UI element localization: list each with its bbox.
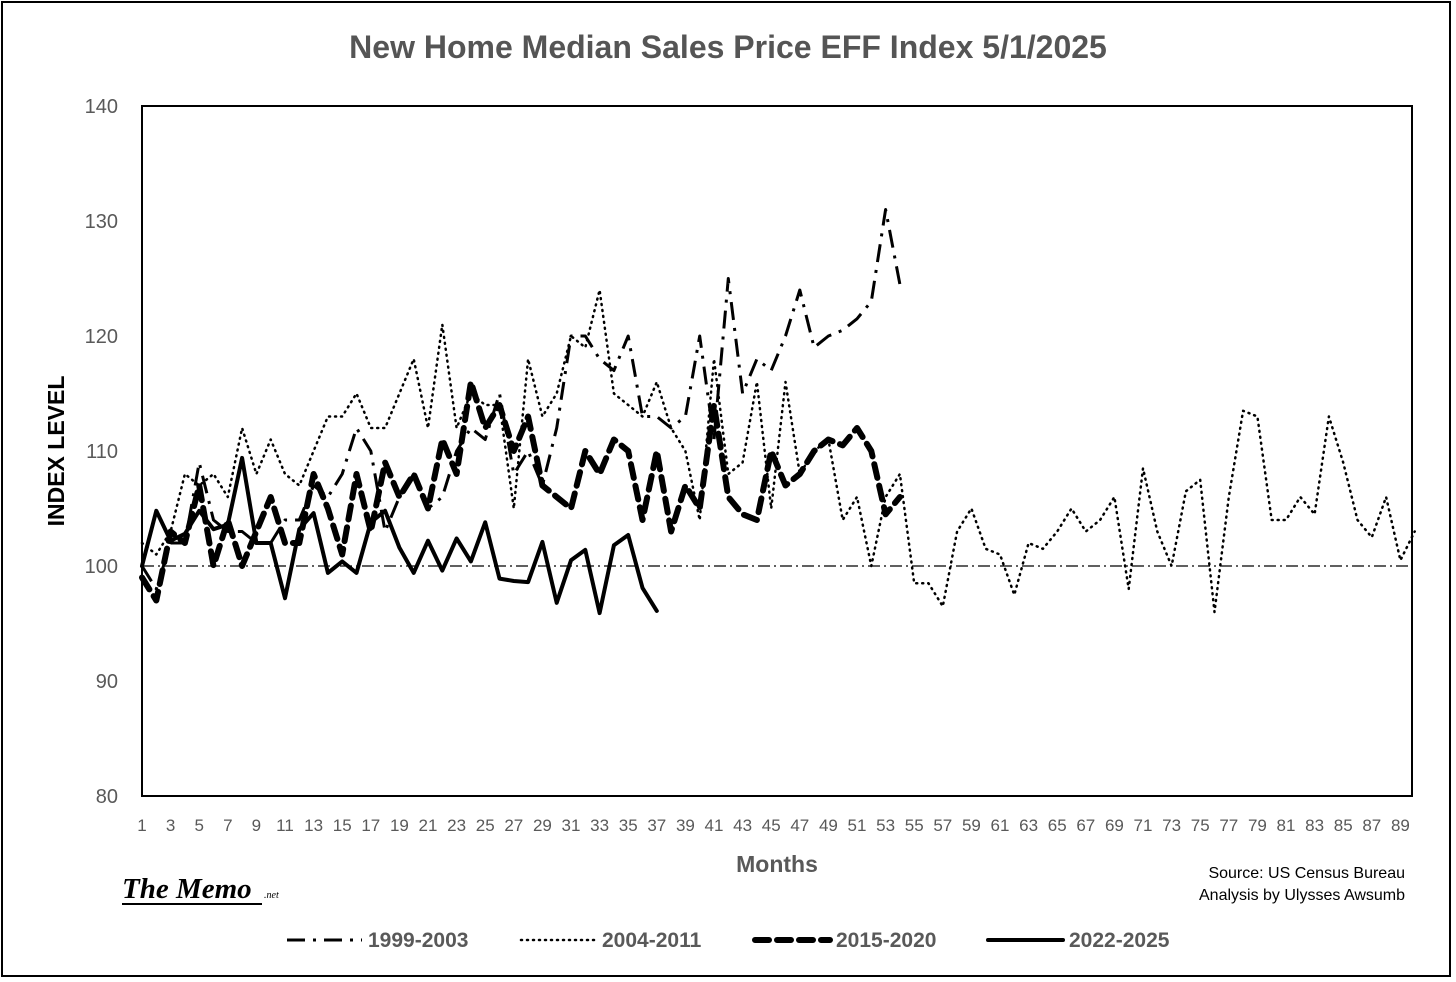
x-tick-label: 27: [504, 816, 523, 835]
x-tick-label: 3: [166, 816, 175, 835]
series-line-1: [140, 208, 902, 591]
x-tick-label: 35: [619, 816, 638, 835]
y-tick-label: 140: [85, 96, 118, 118]
x-tick-label: 83: [1305, 816, 1324, 835]
series-line-3: [139, 379, 903, 604]
x-tick-label: 5: [194, 816, 203, 835]
x-tick-label: 29: [533, 816, 552, 835]
x-tick-label: 71: [1134, 816, 1153, 835]
source-note: Source: US Census Bureau: [1208, 865, 1405, 882]
x-tick-label: 15: [333, 816, 352, 835]
y-axis-ticks: 80 90 100 110 120 130 140: [85, 96, 118, 808]
x-tick-label: 73: [1162, 816, 1181, 835]
chart-title: New Home Median Sales Price EFF Index 5/…: [349, 29, 1107, 65]
legend-label: 2004-2011: [602, 929, 702, 952]
legend-label: 2022-2025: [1069, 929, 1170, 952]
x-axis-title: Months: [736, 851, 818, 877]
y-tick-label: 80: [96, 786, 118, 808]
y-tick-label: 100: [85, 556, 118, 578]
x-tick-label: 53: [876, 816, 895, 835]
x-tick-label: 87: [1362, 816, 1381, 835]
x-tick-label: 67: [1076, 816, 1095, 835]
x-tick-label: 69: [1105, 816, 1124, 835]
x-tick-label: 37: [647, 816, 666, 835]
x-tick-label: 79: [1248, 816, 1267, 835]
legend-label: 2015-2020: [836, 929, 936, 952]
x-tick-label: 11: [276, 816, 294, 835]
logo-text: The Memo: [122, 873, 252, 905]
series-line-4: [140, 455, 659, 616]
x-tick-label: 23: [447, 816, 466, 835]
x-tick-label: 25: [476, 816, 495, 835]
x-tick-label: 57: [933, 816, 952, 835]
x-tick-label: 21: [419, 816, 438, 835]
y-tick-label: 110: [86, 441, 118, 463]
series-group: [139, 208, 1416, 616]
x-tick-label: 85: [1334, 816, 1353, 835]
x-tick-label: 81: [1277, 816, 1296, 835]
x-tick-label: 45: [762, 816, 781, 835]
x-tick-label: 49: [819, 816, 838, 835]
x-tick-label: 7: [223, 816, 232, 835]
x-tick-label: 55: [905, 816, 924, 835]
y-tick-label: 90: [96, 671, 118, 693]
y-axis-title: INDEX LEVEL: [43, 376, 69, 527]
legend: 1999-2003 2004-2011 2015-2020 2022-2025: [287, 929, 1170, 952]
x-tick-label: 75: [1191, 816, 1210, 835]
x-tick-label: 43: [733, 816, 752, 835]
memo-logo: The Memo .net: [122, 873, 279, 905]
x-tick-label: 59: [962, 816, 981, 835]
x-tick-label: 65: [1048, 816, 1067, 835]
x-tick-label: 41: [705, 816, 724, 835]
logo-suffix: .net: [264, 890, 279, 901]
y-tick-label: 130: [85, 211, 118, 233]
analysis-note: Analysis by Ulysses Awsumb: [1199, 887, 1405, 904]
series-line-2: [140, 288, 1416, 614]
x-tick-label: 31: [562, 816, 581, 835]
x-tick-label: 63: [1019, 816, 1038, 835]
x-tick-label: 77: [1219, 816, 1238, 835]
x-tick-label: 89: [1391, 816, 1410, 835]
x-tick-label: 47: [790, 816, 809, 835]
x-tick-label: 61: [991, 816, 1010, 835]
legend-label: 1999-2003: [368, 929, 468, 952]
x-tick-label: 13: [304, 816, 323, 835]
x-tick-label: 33: [590, 816, 609, 835]
x-tick-label: 17: [361, 816, 380, 835]
x-tick-label: 39: [676, 816, 695, 835]
plot-area: [141, 105, 1413, 797]
y-tick-label: 120: [85, 326, 118, 348]
x-tick-label: 1: [137, 816, 146, 835]
x-tick-label: 51: [848, 816, 867, 835]
x-tick-label: 19: [390, 816, 409, 835]
x-axis-ticks: 1 3 5 7 9 11 13 15 17 19 21 23 25 27 29 31 33 35 37 39 41 43 4…: [137, 816, 1410, 835]
x-tick-label: 9: [252, 816, 261, 835]
